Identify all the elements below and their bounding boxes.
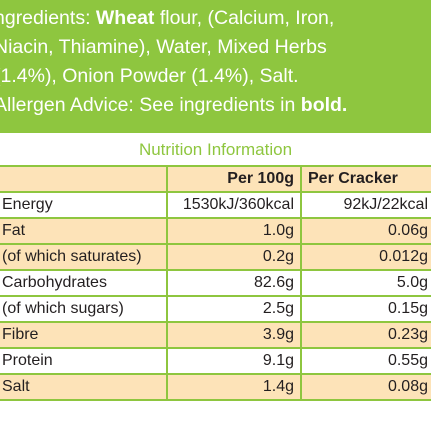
ingredients-panel: ngredients: Wheat flour, (Calcium, Iron,… [0,0,431,133]
row-label: Carbohydrates [0,269,168,297]
ingredients-line-1: ngredients: Wheat flour, (Calcium, Iron, [0,4,334,33]
ingredients-line-3: (1.4%), Onion Powder (1.4%), Salt. [0,65,299,87]
row-per-100g: 1.0g [166,217,302,245]
row-per-cracker: 5.0g [300,269,431,297]
nutrition-header-row: Per 100g Per Cracker [0,165,431,193]
row-per-cracker: 0.08g [300,373,431,401]
table-row: Salt 1.4g 0.08g [0,373,431,401]
row-per-cracker: 92kJ/22kcal [300,191,431,219]
row-per-cracker: 0.06g [300,217,431,245]
row-label: Fat [0,217,168,245]
table-row: (of which sugars) 2.5g 0.15g [0,295,431,323]
nutrition-panel: Nutrition Information Per 100g Per Crack… [0,133,431,433]
row-per-100g: 1530kJ/360kcal [166,191,302,219]
table-row: Carbohydrates 82.6g 5.0g [0,269,431,297]
header-per-100g: Per 100g [166,165,302,193]
table-row: (of which saturates) 0.2g 0.012g [0,243,431,271]
table-row: Fibre 3.9g 0.23g [0,321,431,349]
table-row: Fat 1.0g 0.06g [0,217,431,245]
row-per-100g: 9.1g [166,347,302,375]
nutrition-title: Nutrition Information [138,140,293,159]
row-label: (of which sugars) [0,295,168,323]
table-row: Protein 9.1g 0.55g [0,347,431,375]
row-per-100g: 1.4g [166,373,302,401]
row-per-cracker: 0.55g [300,347,431,375]
ingredients-rest: flour, (Calcium, Iron, [154,7,335,29]
nutrition-table: Per 100g Per Cracker Energy 1530kJ/360kc… [0,165,431,401]
row-per-cracker: 0.012g [300,243,431,271]
row-per-100g: 82.6g [166,269,302,297]
ingredients-line-2: Niacin, Thiamine), Water, Mixed Herbs [0,36,327,58]
row-per-cracker: 0.15g [300,295,431,323]
row-label: Fibre [0,321,168,349]
row-label: Energy [0,191,168,219]
row-per-100g: 2.5g [166,295,302,323]
row-label: Protein [0,347,168,375]
row-per-cracker: 0.23g [300,321,431,349]
header-blank [0,165,168,193]
allergen-advice: Allergen Advice: See ingredients in bold… [0,91,347,120]
ingredients-prefix: ngredients: [0,7,96,29]
allergen-bold-word: bold. [300,94,348,116]
allergen-advice-text: Allergen Advice: See ingredients in [0,94,301,116]
header-per-cracker: Per Cracker [300,165,431,193]
row-label: (of which saturates) [0,243,168,271]
table-row: Energy 1530kJ/360kcal 92kJ/22kcal [0,191,431,219]
allergen-wheat: Wheat [95,7,155,29]
row-per-100g: 0.2g [166,243,302,271]
row-label: Salt [0,373,168,401]
row-per-100g: 3.9g [166,321,302,349]
